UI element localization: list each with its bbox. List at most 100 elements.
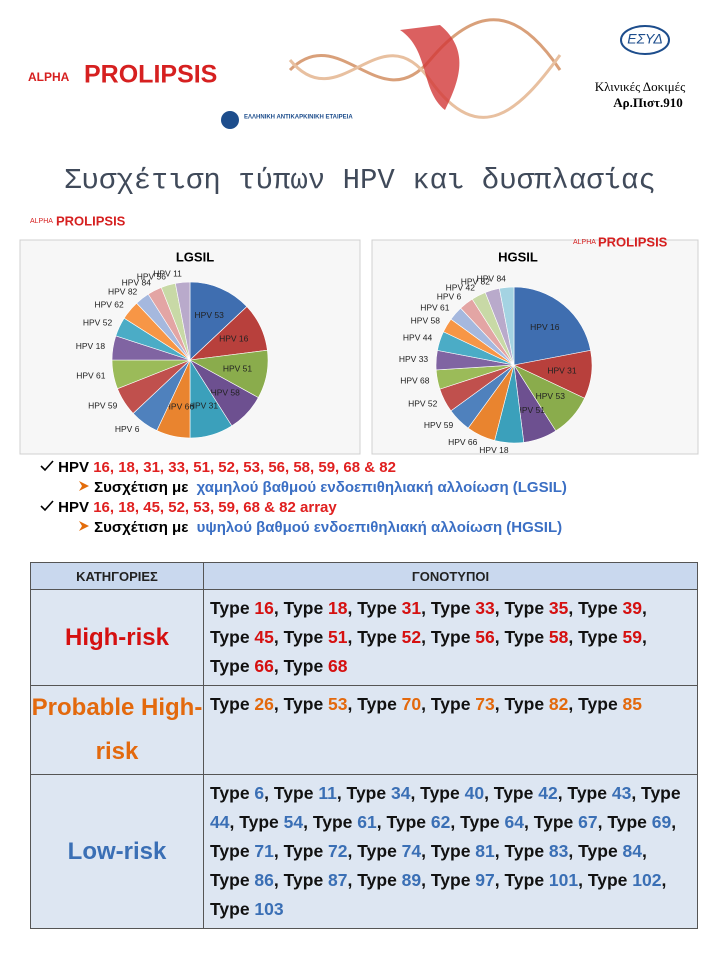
separator: , (273, 627, 284, 647)
pie-slice (499, 286, 515, 366)
type-word: Type (210, 899, 250, 919)
type-word: Type (430, 694, 471, 714)
slice-label: HPV 66 (165, 401, 195, 411)
slice-label: HPV 11 (153, 269, 182, 279)
type-number: 16 (254, 598, 274, 618)
header-cell: ΚΑΤΗΓΟΡΙΕΣ (30, 562, 204, 590)
type-number: 51 (328, 627, 348, 647)
type-word: Type (210, 870, 250, 890)
type-word: Type (386, 812, 426, 832)
separator: , (421, 627, 431, 647)
separator: , (642, 627, 647, 647)
bullet-types: 16, 18, 45, 52, 53, 59, 68 & 82 array (93, 499, 337, 516)
type-word: Type (273, 783, 314, 803)
slice-label: HPV 68 (400, 375, 430, 385)
type-word: Type (430, 870, 471, 890)
separator: , (421, 598, 431, 618)
separator: , (661, 870, 667, 890)
type-number: 74 (401, 841, 422, 861)
type-word: Type (357, 598, 397, 618)
type-number: 33 (475, 598, 495, 618)
type-word: Type (430, 841, 471, 861)
type-word: Type (210, 783, 250, 803)
type-number: 86 (254, 870, 274, 890)
sub-prefix: Συσχέτιση με (94, 479, 189, 496)
sub-bullet: Συσχέτιση με χαμηλού βαθμού ενδοεπιθηλια… (40, 478, 710, 498)
type-number: 72 (328, 841, 348, 861)
type-number: 31 (401, 598, 422, 618)
type-word: Type (504, 627, 545, 647)
slice-label: HPV 59 (424, 420, 454, 430)
genotype-table: ΚΑΤΗΓΟΡΙΕΣ ΓΟΝΟΤΥΠΟΙ High-risk Type 16, … (30, 562, 698, 929)
slice-label: HPV 44 (403, 333, 433, 343)
slice-label: HPV 61 (76, 370, 106, 380)
row: Low-risk Type 6, Type 11, Type 34, Type … (30, 774, 698, 929)
separator: , (421, 694, 431, 714)
category: Low-risk (30, 774, 204, 929)
type-word: Type (504, 841, 545, 861)
separator: , (264, 783, 274, 803)
slice-label: HPV 51 (516, 405, 546, 415)
chart-title: LGSIL (176, 249, 214, 264)
separator: , (273, 841, 284, 861)
society: ΕΛΛΗΝΙΚΗ ΑΝΤΙΚΑΡΚΙΝΙΚΗ ΕΤΑΙΡΕΙΑ (244, 115, 353, 121)
type-word: Type (210, 841, 250, 861)
type-number: 103 (254, 899, 284, 919)
type-word: Type (357, 841, 397, 861)
type-word: Type (357, 627, 397, 647)
separator: , (421, 841, 431, 861)
sub-bullet: Συσχέτιση με υψηλού βαθμού ενδοεπιθηλιακ… (40, 518, 710, 538)
slice-label: HPV 56 (137, 272, 167, 282)
type-word: Type (283, 656, 324, 676)
type-word: Type (210, 694, 250, 714)
slice-label: HPV 52 (83, 318, 113, 328)
slice-label: HPV 53 (536, 391, 566, 401)
separator: , (347, 598, 358, 618)
separator: , (494, 627, 505, 647)
type-word: Type (283, 694, 324, 714)
separator: , (273, 694, 284, 714)
types-cell: Type 26, Type 53, Type 70, Type 73, Type… (203, 685, 698, 775)
separator: , (273, 870, 284, 890)
slice-label: HPV 82 (461, 277, 491, 287)
type-number: 67 (578, 812, 598, 832)
separator: , (347, 627, 358, 647)
bullet: HPV 16, 18, 31, 33, 51, 52, 53, 56, 58, … (40, 458, 710, 478)
type-word: Type (210, 656, 250, 676)
mini-brand: ALPHA (573, 239, 596, 246)
mini-brand: ALPHA (30, 218, 53, 225)
type-number: 26 (254, 694, 274, 714)
type-number: 69 (651, 812, 672, 832)
separator: , (494, 598, 505, 618)
slice-label: HPV 33 (399, 354, 429, 364)
separator: , (376, 812, 387, 832)
type-number: 54 (283, 812, 304, 832)
slice-label: HPV 18 (76, 341, 106, 351)
type-word: Type (607, 812, 647, 832)
esyd-logo: ΕΣΥΔ (627, 31, 662, 47)
separator: , (642, 598, 647, 618)
separator: , (494, 841, 505, 861)
pie-slice (189, 281, 248, 361)
check (40, 500, 54, 512)
chart-title: HGSIL (498, 249, 538, 264)
separator: , (557, 783, 568, 803)
type-number: 52 (401, 627, 422, 647)
separator: , (494, 694, 505, 714)
type-number: 35 (548, 598, 569, 618)
bullet: HPV 16, 18, 45, 52, 53, 59, 68 & 82 arra… (40, 498, 710, 518)
bullet-types: 16, 18, 31, 33, 51, 52, 53, 56, 58, 59, … (93, 459, 396, 476)
slice-label: HPV 18 (479, 445, 509, 455)
esyd-ring (620, 25, 670, 55)
sub-text: χαμηλού βαθμού ενδοεπιθηλιακή αλλοίωση (… (196, 479, 567, 496)
brand-small: ALPHA (28, 70, 70, 84)
type-number: 40 (464, 783, 485, 803)
separator: , (410, 783, 421, 803)
separator: , (229, 812, 240, 832)
type-word: Type (283, 627, 324, 647)
row: High-risk Type 16, Type 18, Type 31, Typ… (30, 589, 698, 686)
type-number: 42 (538, 783, 558, 803)
separator: , (568, 598, 579, 618)
mini-brand: PROLIPSIS (598, 234, 668, 249)
